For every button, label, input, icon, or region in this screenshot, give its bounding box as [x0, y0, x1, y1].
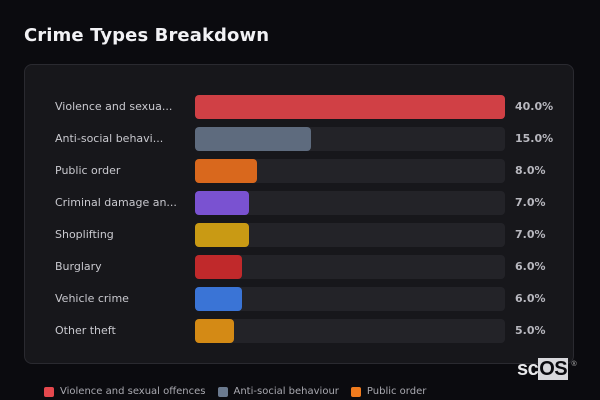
bar-fill	[195, 127, 312, 151]
bar-fill	[195, 159, 257, 183]
chart-legend: Violence and sexual offences Anti-social…	[44, 386, 426, 397]
legend-swatch-icon	[217, 386, 228, 397]
registered-mark-icon: ®	[571, 361, 577, 368]
bar-value: 6.0%	[515, 292, 546, 305]
bar-row[interactable]: Vehicle crime 6.0%	[25, 287, 575, 311]
bar-fill	[195, 223, 250, 247]
bar-fill	[195, 95, 505, 119]
legend-label: Violence and sexual offences	[60, 386, 206, 397]
bar-track	[195, 127, 505, 151]
bar-label: Burglary	[55, 260, 102, 273]
bar-value: 15.0%	[515, 132, 554, 145]
legend-label: Anti-social behaviour	[233, 386, 339, 397]
bar-value: 7.0%	[515, 196, 546, 209]
bar-label: Shoplifting	[55, 228, 114, 241]
bar-label: Public order	[55, 164, 121, 177]
bar-label: Criminal damage an...	[55, 196, 177, 209]
bar-track	[195, 255, 505, 279]
bar-label: Anti-social behavi...	[55, 132, 164, 145]
bar-row[interactable]: Shoplifting 7.0%	[25, 223, 575, 247]
bar-label: Other theft	[55, 324, 116, 337]
bar-label: Vehicle crime	[55, 292, 129, 305]
bar-row[interactable]: Public order 8.0%	[25, 159, 575, 183]
bar-row[interactable]: Criminal damage an... 7.0%	[25, 191, 575, 215]
logo-highlight: OS	[538, 358, 569, 380]
bar-value: 40.0%	[515, 100, 554, 113]
bar-track	[195, 223, 505, 247]
bar-track	[195, 287, 505, 311]
bar-row[interactable]: Violence and sexua... 40.0%	[25, 95, 575, 119]
bar-fill	[195, 191, 250, 215]
bar-value: 5.0%	[515, 324, 546, 337]
bar-track	[195, 95, 505, 119]
bar-value: 6.0%	[515, 260, 546, 273]
bar-label: Violence and sexua...	[55, 100, 173, 113]
page-title: Crime Types Breakdown	[24, 25, 270, 46]
bar-row[interactable]: Burglary 6.0%	[25, 255, 575, 279]
bar-value: 7.0%	[515, 228, 546, 241]
legend-swatch-icon	[44, 386, 54, 397]
logo-prefix: sc	[517, 358, 539, 380]
legend-swatch-icon	[350, 386, 361, 397]
bar-fill	[195, 287, 242, 311]
bar-row[interactable]: Other theft 5.0%	[25, 319, 575, 343]
bar-track	[195, 159, 505, 183]
bar-fill	[195, 255, 242, 279]
legend-label: Public order	[366, 386, 427, 397]
legend-item[interactable]: Violence and sexual offences	[44, 386, 206, 397]
bar-value: 8.0%	[515, 164, 546, 177]
bar-fill	[195, 319, 234, 343]
bar-row[interactable]: Anti-social behavi... 15.0%	[25, 127, 575, 151]
scos-logo: scOS ®	[517, 358, 577, 380]
bar-track	[195, 319, 505, 343]
legend-item[interactable]: Anti-social behaviour	[217, 386, 339, 397]
legend-item[interactable]: Public order	[350, 386, 427, 397]
bar-track	[195, 191, 505, 215]
chart-card: Violence and sexua... 40.0% Anti-social …	[24, 64, 574, 364]
